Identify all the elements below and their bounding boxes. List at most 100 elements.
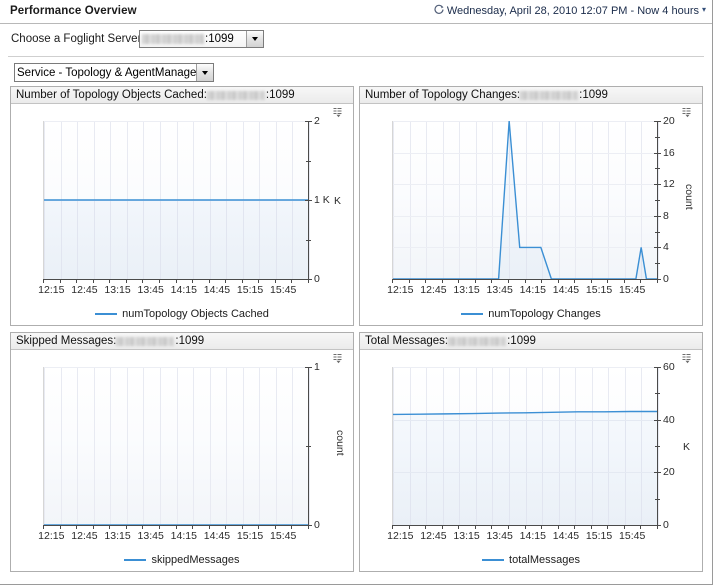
x-axis-tick <box>225 279 227 283</box>
x-axis-label: 15:45 <box>619 530 646 542</box>
gridline-vertical <box>641 367 643 525</box>
x-axis-label: 14:45 <box>552 284 580 296</box>
panel-skipped-messages: Skipped Messages: :1099 0 1 count 12:15 12:4… <box>10 332 354 572</box>
panel-title-prefix: Skipped Messages: <box>16 335 117 347</box>
y-axis-label: 16 <box>663 146 675 159</box>
y-axis-tick <box>654 472 661 474</box>
x-axis-tick <box>524 279 526 283</box>
x-axis-label: 15:45 <box>270 530 297 542</box>
x-axis-label: 12:15 <box>387 530 414 542</box>
gridline-vertical <box>459 121 461 279</box>
x-axis-tick <box>142 525 144 529</box>
x-axis-tick <box>623 525 625 529</box>
x-axis-tick <box>507 279 509 283</box>
y-axis-label: 0 <box>663 519 669 531</box>
gridline-vertical <box>442 367 444 525</box>
x-axis-label: 14:15 <box>170 530 197 542</box>
y-axis-minor-tick <box>306 446 311 447</box>
chevron-down-icon: ▾ <box>701 5 706 14</box>
x-axis-tick <box>76 279 78 283</box>
chart-legend: skippedMessages <box>11 554 353 566</box>
chart-total-messages: 0 20 40 60 K 12:15 12:45 13:15 13:45 14:15 14:45 15… <box>360 350 702 572</box>
x-axis-tick <box>225 525 227 529</box>
foglight-server-value: :1099 <box>140 31 246 47</box>
y-axis-minor-tick <box>655 498 660 500</box>
panel-title-suffix: :1099 <box>175 335 205 347</box>
x-axis-tick <box>175 279 177 283</box>
redacted-hostname <box>520 90 579 100</box>
x-axis-label: 14:15 <box>170 284 197 296</box>
y-axis-tick <box>654 247 661 249</box>
list-menu-icon[interactable] <box>333 107 344 118</box>
x-axis-tick <box>241 279 243 283</box>
y-axis-minor-tick <box>655 446 660 447</box>
y-axis-label: 20 <box>663 466 675 479</box>
chart-legend: numTopology Objects Cached <box>11 308 353 320</box>
x-axis-tick <box>92 525 94 529</box>
x-axis-tick <box>43 279 44 283</box>
y-axis-label: 1 K <box>314 194 330 206</box>
gridline-vertical <box>492 121 494 279</box>
x-axis-tick <box>408 279 410 283</box>
chart-topology-changes: 0 4 8 12 16 20 count 12:15 12:45 13:15 13:45 14:15 1… <box>360 104 702 326</box>
server-select-chevron-down-icon[interactable] <box>246 31 263 47</box>
list-menu-icon[interactable] <box>682 353 693 364</box>
y-axis-minor-tick <box>655 168 660 170</box>
gridline-vertical <box>558 367 560 525</box>
x-axis-tick <box>125 525 127 529</box>
gridline-vertical <box>242 367 244 525</box>
x-axis-tick <box>274 279 276 283</box>
series-line <box>393 412 657 415</box>
list-menu-icon[interactable] <box>333 353 344 364</box>
panel-total-messages: Total Messages: :1099 0 20 40 60 K 12:15 12:45… <box>359 332 703 572</box>
list-menu-icon[interactable] <box>682 107 693 118</box>
gridline-vertical <box>193 367 195 525</box>
panel-title-prefix: Number of Topology Objects Cached: <box>16 89 207 101</box>
gridline-vertical <box>525 121 527 279</box>
y-axis-tick <box>305 367 312 368</box>
x-axis-tick <box>458 279 460 283</box>
legend-label: totalMessages <box>509 554 580 566</box>
gridline-vertical <box>77 367 79 525</box>
y-axis-tick <box>654 121 661 122</box>
x-axis-tick <box>192 525 194 529</box>
x-axis-label: 13:15 <box>104 284 131 296</box>
x-axis-label: 13:15 <box>453 284 480 296</box>
service-select[interactable]: Service - Topology & AgentManager <box>14 63 214 82</box>
x-axis-tick <box>441 525 443 529</box>
redacted-hostname <box>116 336 175 346</box>
gridline-vertical <box>508 367 510 525</box>
y-axis-minor-tick <box>655 136 660 138</box>
clock-refresh-icon <box>434 4 445 15</box>
x-axis-tick <box>308 525 309 529</box>
x-axis-label: 12:45 <box>71 530 98 542</box>
chart-topology-objects-cached: 0 1 K 2 K 12:15 12:45 13:15 13:45 14:15 14:45 15:1… <box>11 104 353 326</box>
plot-area <box>392 121 659 280</box>
y-axis-unit-label: count <box>683 184 695 210</box>
y-axis-tick <box>305 121 312 122</box>
gridline-vertical <box>60 367 62 525</box>
gridline-vertical <box>475 367 477 525</box>
y-axis-minor-tick <box>655 393 660 395</box>
gridline-vertical <box>624 121 626 279</box>
x-axis-tick <box>541 279 543 283</box>
x-axis-label: 13:15 <box>104 530 131 542</box>
x-axis-tick <box>574 279 576 283</box>
x-axis-label: 13:45 <box>137 530 164 542</box>
service-select-chevron-down-icon[interactable] <box>196 64 213 81</box>
gridline-vertical <box>459 367 461 525</box>
x-axis-label: 14:15 <box>519 284 546 296</box>
legend-label: numTopology Changes <box>488 308 601 320</box>
series-layer <box>44 367 308 525</box>
series-layer <box>393 367 657 525</box>
x-axis-tick <box>458 525 460 529</box>
foglight-server-select[interactable]: :1099 <box>139 30 264 48</box>
chart-legend: numTopology Changes <box>360 308 702 320</box>
series-layer <box>44 121 308 279</box>
legend-swatch <box>95 313 118 315</box>
service-select-value: Service - Topology & AgentManager <box>15 64 196 81</box>
x-axis-tick <box>441 279 443 283</box>
time-range-selector[interactable]: Wednesday, April 28, 2010 12:07 PM - Now… <box>434 4 706 17</box>
legend-label: skippedMessages <box>151 554 240 566</box>
